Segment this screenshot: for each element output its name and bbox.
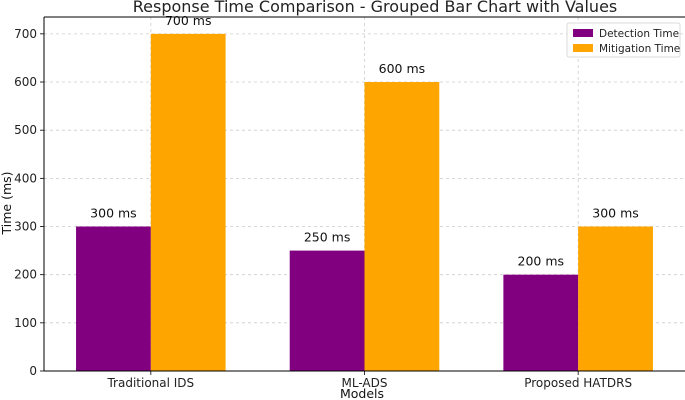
value-labels: 300 ms 250 ms 200 ms 700 ms 600 ms 300 ms: [90, 13, 639, 269]
y-tick-label: 300: [14, 220, 37, 234]
bar-detection-time: [289, 250, 365, 371]
bar-mitigation-time: [364, 82, 440, 371]
legend-swatch-detection-time: [573, 29, 593, 37]
y-tick-label: 400: [14, 171, 37, 185]
y-axis-title: Time (ms): [0, 171, 14, 235]
bar-detection-time: [76, 226, 151, 371]
legend: Detection Time Mitigation Time: [566, 22, 681, 58]
y-tick-label: 600: [14, 75, 37, 89]
bar-mitigation-time: [578, 226, 653, 371]
bar-value-label: 300 ms: [592, 206, 639, 221]
y-tick-label: 0: [29, 364, 37, 378]
bar-mitigation-time: [150, 33, 226, 371]
chart-title: Response Time Comparison - Grouped Bar C…: [133, 0, 618, 16]
bar-value-label: 300 ms: [90, 206, 137, 221]
legend-label: Mitigation Time: [599, 43, 680, 55]
x-axis-title: Models: [340, 386, 384, 400]
axes: 0 100 200 300 400 500 600 700 Traditional IDS ML-…: [14, 16, 685, 390]
legend-label: Detection Time: [599, 28, 679, 40]
y-tick-label: 200: [14, 268, 37, 282]
bar-value-label: 200 ms: [518, 254, 565, 269]
legend-swatch-mitigation-time: [573, 44, 593, 52]
bar-value-label: 250 ms: [304, 230, 351, 245]
legend-box: [566, 22, 681, 58]
x-tick-label: Traditional IDS: [106, 376, 194, 390]
y-tick-label: 100: [14, 316, 37, 330]
bar-detection-time: [503, 274, 579, 371]
y-tick-label: 700: [14, 27, 37, 41]
x-tick-label: ML-ADS: [342, 376, 388, 390]
bar-value-label: 600 ms: [379, 61, 426, 76]
bars: [76, 33, 653, 371]
y-tick-label: 500: [14, 123, 37, 137]
bar-value-label: 700 ms: [165, 13, 212, 28]
x-tick-label: Proposed HATDRS: [524, 376, 632, 390]
